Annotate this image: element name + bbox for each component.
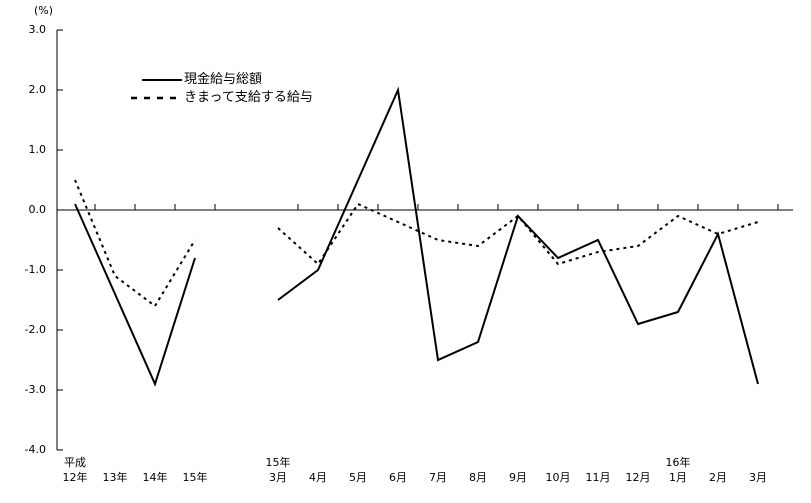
x-tick-label-monthly-10: 1月 xyxy=(669,471,687,484)
scheduled-earnings-line-annual xyxy=(74,179,196,308)
y-tick-label-2: 1.0 xyxy=(28,143,47,156)
x-year-marker-annual-0: 平成 xyxy=(64,456,86,469)
x-tick-label-monthly-1: 4月 xyxy=(309,471,327,484)
y-tick-label-6: -3.0 xyxy=(24,383,46,396)
x-tick-label-monthly-9: 12月 xyxy=(625,471,651,484)
legend-label-cash-earnings-total: 現金給与総額 xyxy=(184,72,263,87)
x-tick-label-annual-0: 12年 xyxy=(62,471,88,484)
x-tick-label-monthly-0: 3月 xyxy=(269,471,287,484)
x-tick-label-annual-1: 13年 xyxy=(102,471,128,484)
y-tick-label-4: -1.0 xyxy=(24,263,46,276)
x-year-marker-monthly-10: 16年 xyxy=(665,456,691,469)
x-tick-label-annual-2: 14年 xyxy=(142,471,168,484)
x-tick-label-monthly-7: 10月 xyxy=(545,471,571,484)
x-tick-label-monthly-12: 3月 xyxy=(749,471,767,484)
y-tick-label-7: -4.0 xyxy=(24,443,46,456)
y-axis-unit-label: (%) xyxy=(34,4,54,17)
y-tick-label-0: 3.0 xyxy=(28,23,47,36)
scheduled-earnings-line-monthly xyxy=(277,202,759,266)
y-tick-label-1: 2.0 xyxy=(28,83,47,96)
y-axis-ticks xyxy=(57,29,63,451)
x-tick-label-monthly-4: 7月 xyxy=(429,471,447,484)
x-tick-label-monthly-8: 11月 xyxy=(585,471,611,484)
legend-label-scheduled-earnings: きまって支給する給与 xyxy=(184,90,313,105)
x-tick-label-monthly-11: 2月 xyxy=(709,471,727,484)
y-tick-label-5: -2.0 xyxy=(24,323,46,336)
y-tick-label-3: 0.0 xyxy=(28,203,47,216)
cash-earnings-total-line-annual xyxy=(74,203,196,387)
x-tick-label-monthly-3: 6月 xyxy=(389,471,407,484)
x-year-marker-monthly-0: 15年 xyxy=(265,456,291,469)
x-tick-label-monthly-5: 8月 xyxy=(469,471,487,484)
x-tick-label-monthly-6: 9月 xyxy=(509,471,527,484)
x-tick-label-monthly-2: 5月 xyxy=(349,471,367,484)
cash-earnings-total-line-monthly xyxy=(277,86,759,385)
data-series xyxy=(74,86,759,387)
x-tick-label-annual-3: 15年 xyxy=(182,471,208,484)
x-axis-ticks xyxy=(94,204,779,210)
